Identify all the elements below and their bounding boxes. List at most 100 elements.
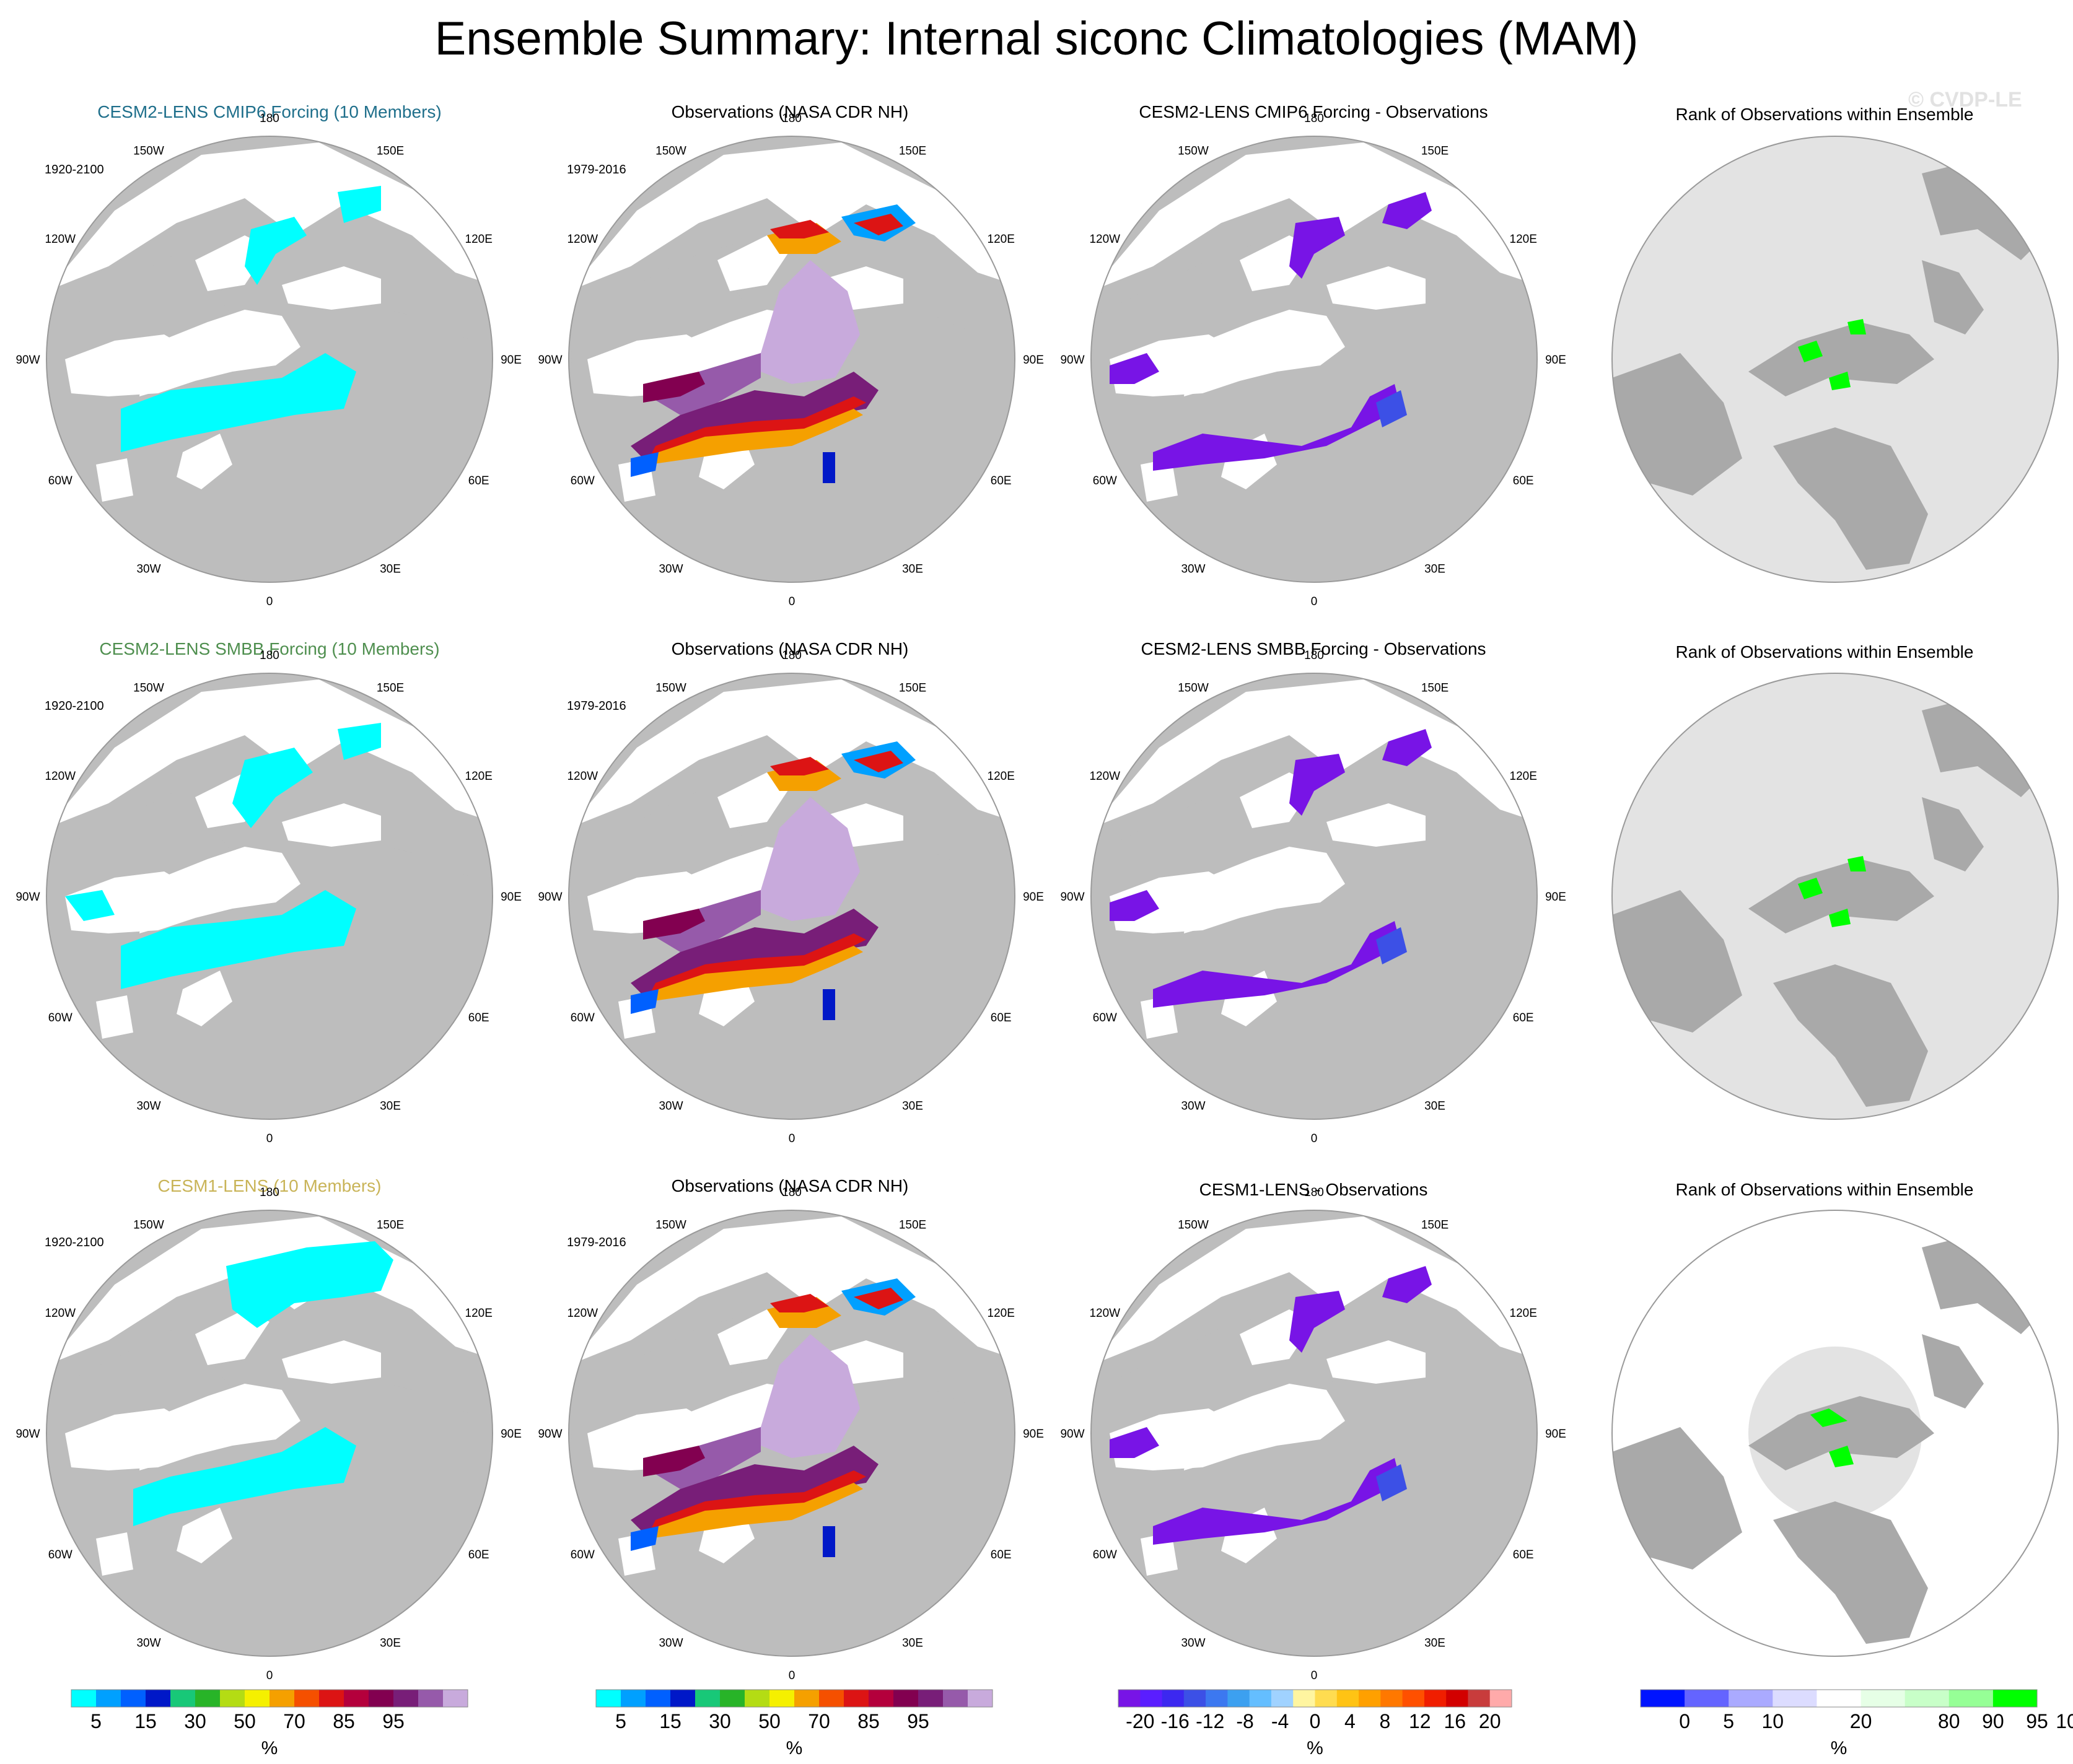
lon-label: 180 xyxy=(782,649,802,662)
lon-label: 120W xyxy=(567,233,598,246)
row3-obs-period: 1979-2016 xyxy=(567,1236,626,1249)
lon-label: 90E xyxy=(501,354,522,367)
lon-label: 120E xyxy=(465,770,493,783)
lon-label: 0 xyxy=(1311,1669,1318,1682)
lon-label: 90W xyxy=(15,1428,40,1441)
page-title: Ensemble Summary: Internal siconc Climat… xyxy=(434,12,1639,65)
colorbar-swatch xyxy=(1817,1690,1861,1707)
lon-label: 30W xyxy=(136,1100,160,1113)
colorbar-swatch xyxy=(270,1690,295,1707)
lon-label: 180 xyxy=(782,112,802,125)
lon-label: 90E xyxy=(1023,891,1044,904)
colorbar-tick-label: 20 xyxy=(1479,1710,1501,1732)
lon-label: 30E xyxy=(902,1637,923,1650)
lon-label: 120W xyxy=(45,1307,76,1320)
row3-model-map xyxy=(46,1210,493,1657)
lon-label: 150E xyxy=(1421,144,1448,157)
row1-diff-map xyxy=(1090,136,1538,583)
lon-label: 30W xyxy=(1181,563,1205,576)
colorbar-swatch xyxy=(245,1690,270,1707)
colorbar-swatch xyxy=(146,1690,171,1707)
colorbar-tick-label: 20 xyxy=(1850,1710,1872,1732)
colorbar-tick-label: 30 xyxy=(709,1710,731,1732)
row2-obs-map xyxy=(568,673,1015,1120)
row3-diff-map xyxy=(1090,1210,1538,1657)
lon-label: 120E xyxy=(988,770,1015,783)
colorbar-frame xyxy=(1118,1689,1512,1708)
lon-label: 120W xyxy=(1089,770,1120,783)
lon-label: 90W xyxy=(538,1428,562,1441)
row2-obs-period: 1979-2016 xyxy=(567,699,626,713)
lon-label: 150W xyxy=(1178,1218,1209,1231)
lon-label: 150E xyxy=(1421,1218,1448,1231)
lon-label: 150E xyxy=(377,1218,404,1231)
lon-label: 30W xyxy=(659,1637,683,1650)
colorbar-swatch xyxy=(621,1690,646,1707)
lon-label: 0 xyxy=(266,1132,273,1145)
colorbar-tick-label: 8 xyxy=(1380,1710,1391,1732)
row1-obs-title: Observations (NASA CDR NH) xyxy=(671,102,909,121)
lon-label: 30E xyxy=(380,563,401,576)
lon-label: 120W xyxy=(567,1307,598,1320)
colorbar-swatch xyxy=(918,1690,944,1707)
colorbar-tick-label: -16 xyxy=(1161,1710,1190,1732)
lon-label: 180 xyxy=(1304,112,1324,125)
colorbar-tick-label: 12 xyxy=(1409,1710,1431,1732)
colorbar-swatch xyxy=(1271,1690,1294,1707)
lon-label: 150E xyxy=(899,681,926,694)
lon-label: 120E xyxy=(1510,233,1537,246)
colorbar-tick-label: 50 xyxy=(758,1710,781,1732)
lon-label: 180 xyxy=(782,1186,802,1199)
lon-label: 60E xyxy=(1513,1011,1534,1024)
colorbar-swatch xyxy=(195,1690,221,1707)
colorbar-units: % xyxy=(786,1738,803,1758)
colorbar-swatch xyxy=(893,1690,919,1707)
colorbar-swatch xyxy=(1948,1690,1994,1707)
colorbar-tick-label: -8 xyxy=(1236,1710,1253,1732)
colorbar-swatch xyxy=(121,1690,146,1707)
lon-label: 30W xyxy=(659,563,683,576)
lon-label: 120W xyxy=(1089,233,1120,246)
row1-model-period: 1920-2100 xyxy=(45,163,104,177)
colorbar-tick-label: 95 xyxy=(382,1710,405,1732)
row2-rank-map xyxy=(1611,673,2059,1120)
lon-label: 90W xyxy=(15,354,40,367)
colorbar-swatch xyxy=(1773,1690,1817,1707)
colorbar-tick-label: 0 xyxy=(1310,1710,1321,1732)
colorbar-swatch xyxy=(646,1690,671,1707)
lon-label: 60E xyxy=(468,1011,489,1024)
lon-label: 60E xyxy=(1513,1548,1534,1561)
lon-label: 60W xyxy=(1093,1548,1117,1561)
lon-label: 60E xyxy=(1513,474,1534,487)
colorbar-swatch xyxy=(1904,1690,1950,1707)
lon-label: 60E xyxy=(468,474,489,487)
row1-obs-period: 1979-2016 xyxy=(567,163,626,177)
colorbar-tick-label: 95 xyxy=(907,1710,929,1732)
colorbar-swatch xyxy=(1992,1690,2038,1707)
lon-label: 150W xyxy=(655,681,686,694)
lon-label: 60E xyxy=(468,1548,489,1561)
lon-label: 60W xyxy=(571,1011,595,1024)
colorbar-swatch xyxy=(443,1690,468,1707)
colorbar-units: % xyxy=(1831,1738,1847,1758)
colorbar-swatch xyxy=(220,1690,245,1707)
colorbar-swatch xyxy=(96,1690,121,1707)
lon-label: 60W xyxy=(48,1011,72,1024)
colorbar-swatch xyxy=(418,1690,444,1707)
colorbar-swatch xyxy=(294,1690,320,1707)
row1-diff-title: CESM2-LENS CMIP6 Forcing - Observations xyxy=(1139,102,1488,121)
colorbar-tick-label: 5 xyxy=(90,1710,102,1732)
lon-label: 150W xyxy=(1178,144,1209,157)
row2-diff-title: CESM2-LENS SMBB Forcing - Observations xyxy=(1141,639,1486,658)
colorbar-swatch xyxy=(968,1690,993,1707)
lon-label: 30W xyxy=(1181,1637,1205,1650)
lon-label: 120E xyxy=(465,1307,493,1320)
row3-rank-map xyxy=(1611,1210,2059,1657)
colorbar-swatch xyxy=(695,1690,721,1707)
lon-label: 150W xyxy=(133,144,164,157)
colorbar-tick-label: 70 xyxy=(283,1710,305,1732)
colorbar-swatch xyxy=(369,1690,394,1707)
lon-label: 0 xyxy=(1311,595,1318,608)
lon-label: 30E xyxy=(380,1637,401,1650)
